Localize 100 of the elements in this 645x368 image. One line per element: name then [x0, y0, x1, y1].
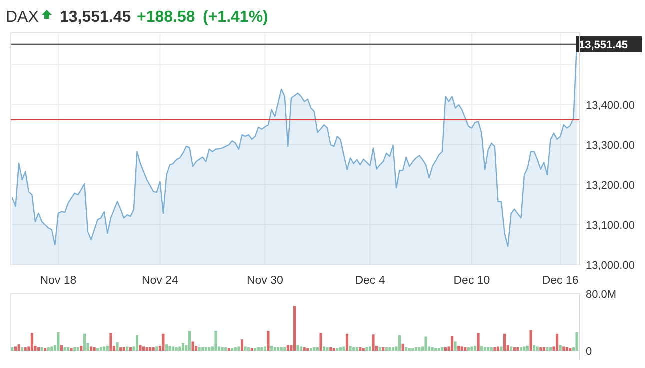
bar — [477, 333, 480, 351]
bar — [122, 347, 126, 351]
x-tick-label: Nov 24 — [142, 275, 180, 287]
bar — [362, 348, 365, 351]
bar — [405, 347, 408, 351]
bar — [286, 345, 290, 351]
bar — [530, 330, 532, 351]
bar — [120, 347, 122, 351]
bar — [562, 346, 566, 351]
bar — [188, 331, 192, 351]
bar — [234, 347, 237, 351]
y-tick-label: 13,200.00 — [586, 180, 635, 192]
y-tick-label: 0 — [586, 346, 592, 358]
bar — [460, 346, 464, 351]
bar — [250, 348, 254, 351]
bar — [208, 347, 211, 351]
bar — [70, 348, 73, 351]
y-tick-label: 13,100.00 — [586, 220, 635, 232]
bar — [412, 348, 414, 351]
bar — [480, 346, 484, 351]
y-tick-label: 13,300.00 — [586, 140, 635, 152]
bar — [257, 347, 260, 351]
bar — [326, 347, 329, 351]
bar — [149, 347, 152, 351]
bar — [76, 347, 80, 351]
bar — [431, 347, 434, 351]
bar — [11, 347, 14, 351]
bar — [248, 347, 250, 351]
bar — [280, 347, 283, 351]
bar — [192, 342, 194, 351]
bar — [441, 347, 444, 351]
bar — [454, 342, 457, 351]
bar — [303, 347, 306, 351]
bar — [139, 345, 142, 351]
bar — [569, 348, 572, 351]
bar — [458, 346, 460, 351]
bar — [434, 348, 438, 351]
bar — [306, 348, 310, 351]
bar — [470, 346, 474, 351]
bar — [313, 347, 316, 351]
bar — [359, 347, 362, 351]
bar — [100, 347, 102, 351]
bar — [378, 347, 382, 351]
bar — [300, 346, 303, 351]
bar — [240, 340, 244, 351]
bar — [392, 347, 394, 351]
bar — [342, 346, 346, 351]
bar — [231, 348, 234, 351]
bar — [310, 348, 312, 351]
bar — [156, 346, 158, 351]
bar — [526, 346, 530, 351]
bar — [510, 346, 513, 351]
bar — [254, 348, 257, 351]
bar — [549, 347, 552, 351]
bar — [284, 347, 286, 351]
bar — [451, 336, 454, 351]
bar — [152, 347, 155, 351]
bar — [116, 342, 119, 351]
bar — [542, 347, 546, 351]
bar — [14, 346, 18, 351]
y-tick-label: 13,000.00 — [586, 260, 635, 272]
bar — [178, 346, 182, 351]
bar — [277, 347, 280, 351]
bar — [332, 348, 336, 351]
bar — [162, 334, 165, 351]
bar — [464, 347, 467, 351]
bar — [546, 347, 549, 351]
bar — [18, 344, 20, 351]
bar — [356, 347, 358, 351]
bar — [172, 346, 175, 351]
bar — [352, 347, 356, 351]
bar — [444, 347, 447, 351]
bar — [339, 347, 342, 351]
bar — [60, 345, 64, 351]
bar — [74, 347, 76, 351]
text: +188.58 — [137, 9, 196, 26]
bar — [96, 348, 100, 351]
bar — [385, 347, 388, 351]
bar — [67, 347, 70, 351]
bar — [388, 347, 392, 351]
bar — [336, 348, 339, 351]
bar — [513, 347, 516, 351]
bar — [129, 347, 132, 351]
bar — [366, 347, 368, 351]
bar — [30, 333, 34, 351]
bar — [556, 334, 559, 351]
bar — [408, 348, 411, 351]
text: 13,551.45 — [60, 9, 132, 26]
bar — [24, 347, 27, 351]
bar — [520, 347, 522, 351]
bar — [146, 347, 148, 351]
x-tick-label: Nov 30 — [246, 275, 284, 287]
bar — [260, 347, 264, 351]
bar — [214, 331, 218, 351]
bar — [523, 346, 526, 351]
bar — [136, 335, 138, 351]
bar — [221, 347, 224, 351]
x-tick-label: Nov 18 — [40, 275, 77, 287]
bar — [182, 343, 184, 351]
bar — [64, 347, 66, 351]
